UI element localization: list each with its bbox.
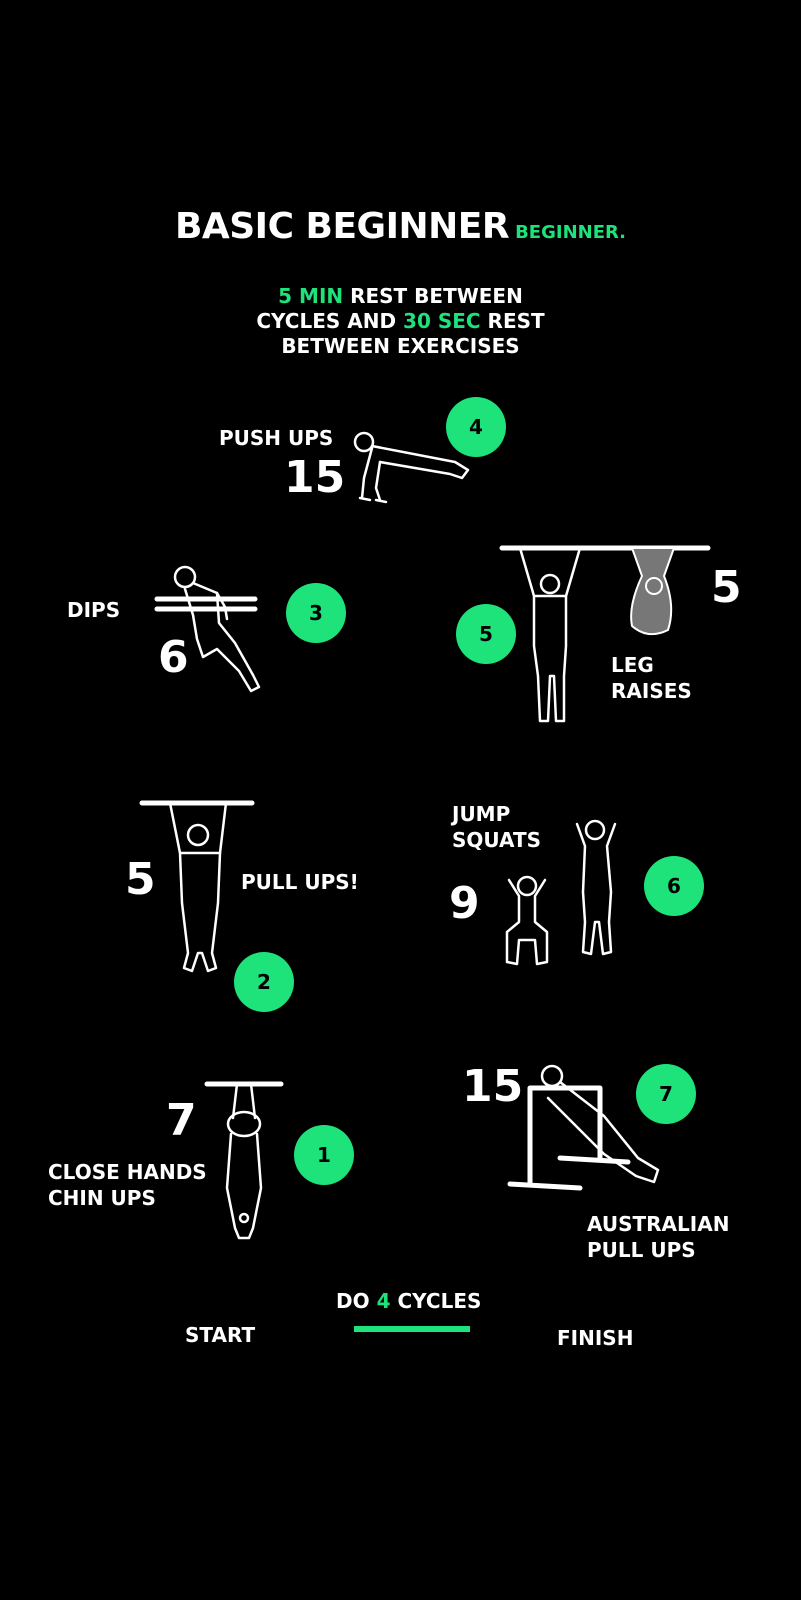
australian-pull-up-figure-icon xyxy=(507,1064,660,1191)
jump-squats-label-line-2: SQUATS xyxy=(452,828,542,852)
cycles-count: 4 xyxy=(376,1289,391,1313)
australian-pull-ups-label-line-1: AUSTRALIAN xyxy=(587,1212,730,1236)
rest-line-3: BETWEEN EXERCISES xyxy=(281,334,520,358)
jump-squat-figure-icon xyxy=(505,819,617,966)
push-ups-label: PUSH UPS xyxy=(219,426,334,450)
rest-cycle-time: 5 MIN xyxy=(278,284,344,308)
chin-ups-label-line-1: CLOSE HANDS xyxy=(48,1160,207,1184)
rest-line-2-text-a: CYCLES AND xyxy=(256,309,404,333)
chin-ups-label: CLOSE HANDS CHIN UPS xyxy=(48,1159,207,1211)
progress-line xyxy=(354,1326,470,1332)
australian-pull-ups-label-line-2: PULL UPS xyxy=(587,1238,696,1262)
dips-figure-icon xyxy=(154,565,261,693)
rest-line-2: CYCLES AND 30 SEC REST xyxy=(0,309,801,334)
order-badge-5: 5 xyxy=(456,604,516,664)
page-title: BASIC BEGINNER BEGINNER. xyxy=(0,206,801,247)
australian-pull-ups-reps: 15 xyxy=(462,1061,524,1112)
rest-instructions: 5 MIN REST BETWEEN CYCLES AND 30 SEC RES… xyxy=(0,284,801,359)
order-badge-3: 3 xyxy=(286,583,346,643)
australian-pull-ups-label: AUSTRALIAN PULL UPS xyxy=(587,1211,729,1263)
cycles-instruction: DO 4 CYCLES xyxy=(336,1288,481,1314)
dips-reps: 6 xyxy=(158,632,189,683)
pull-ups-label: PULL UPS! xyxy=(241,870,359,894)
finish-label: FINISH xyxy=(557,1326,634,1350)
cycles-text-b: CYCLES xyxy=(390,1289,482,1313)
order-badge-2: 2 xyxy=(234,952,294,1012)
order-badge-7: 7 xyxy=(636,1064,696,1124)
order-badge-6: 6 xyxy=(644,856,704,916)
leg-raises-label-line-2: RAISES xyxy=(611,679,692,703)
rest-exercise-time: 30 SEC xyxy=(403,309,481,333)
jump-squats-label-line-1: JUMP xyxy=(452,802,511,826)
jump-squats-label: JUMP SQUATS xyxy=(452,801,541,853)
chin-up-figure-icon xyxy=(204,1081,284,1240)
dips-label: DIPS xyxy=(67,598,121,622)
leg-raises-label-line-1: LEG xyxy=(611,653,654,677)
leg-raises-label: LEG RAISES xyxy=(611,652,692,704)
rest-line-1-text: REST BETWEEN xyxy=(343,284,523,308)
pull-up-figure-icon xyxy=(139,800,255,973)
pull-ups-reps: 5 xyxy=(125,854,156,905)
push-ups-reps: 15 xyxy=(284,452,346,503)
start-label: START xyxy=(185,1323,256,1347)
title-text: BASIC BEGINNER xyxy=(174,206,510,247)
leg-raises-reps: 5 xyxy=(711,562,742,613)
push-up-figure-icon xyxy=(353,431,470,504)
order-badge-1: 1 xyxy=(294,1125,354,1185)
chin-ups-reps: 7 xyxy=(166,1095,197,1146)
chin-ups-label-line-2: CHIN UPS xyxy=(48,1186,156,1210)
title-level: BEGINNER. xyxy=(515,222,627,243)
rest-line-2-text-b: REST xyxy=(480,309,545,333)
rest-line-1: 5 MIN REST BETWEEN xyxy=(0,284,801,309)
leg-raise-figure-icon xyxy=(499,545,711,723)
order-badge-4: 4 xyxy=(446,397,506,457)
jump-squats-reps: 9 xyxy=(449,878,480,929)
cycles-text-a: DO xyxy=(336,1289,377,1313)
